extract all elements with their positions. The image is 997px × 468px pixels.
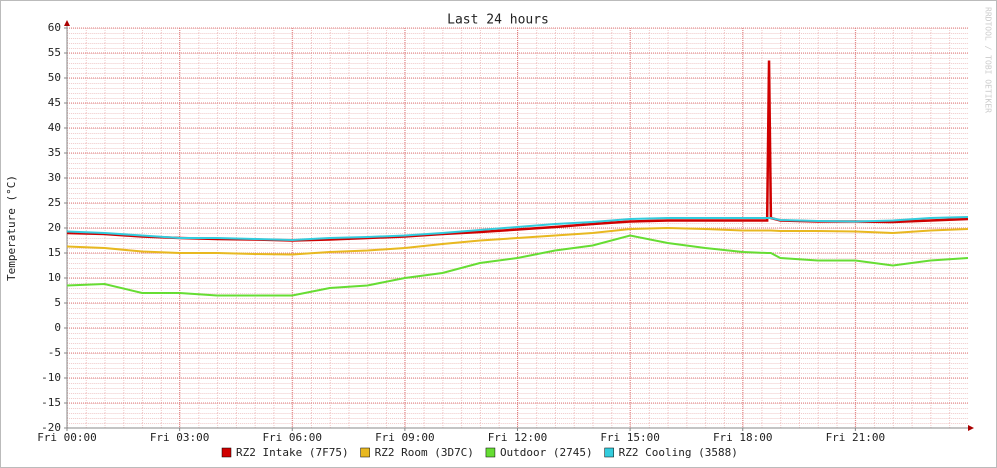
x-tick-label: Fri 09:00 — [375, 431, 435, 444]
y-tick-label: 25 — [48, 196, 61, 209]
x-tick-label: Fri 21:00 — [826, 431, 886, 444]
x-tick-label: Fri 03:00 — [150, 431, 210, 444]
legend-label: Outdoor (2745) — [500, 446, 593, 459]
legend-swatch — [604, 447, 614, 458]
legend-label: RZ2 Room (3D7C) — [375, 446, 474, 459]
y-tick-label: 5 — [54, 296, 61, 309]
y-axis-label: Temperature (°C) — [5, 175, 18, 281]
x-tick-label: Fri 18:00 — [713, 431, 773, 444]
y-tick-label: 55 — [48, 46, 61, 59]
y-tick-label: 45 — [48, 96, 61, 109]
y-tick-label: 0 — [54, 321, 61, 334]
legend-label: RZ2 Intake (7F75) — [236, 446, 349, 459]
x-tick-label: Fri 15:00 — [600, 431, 660, 444]
y-tick-label: -10 — [41, 371, 61, 384]
series-line — [66, 234, 969, 297]
y-tick-label: 30 — [48, 171, 61, 184]
y-tick-label: 60 — [48, 21, 61, 34]
legend-label: RZ2 Cooling (3588) — [619, 446, 738, 459]
y-tick-label: -5 — [48, 346, 61, 359]
legend-swatch — [485, 447, 496, 458]
axis-arrow — [968, 425, 974, 431]
axis-arrow — [64, 20, 70, 26]
y-tick-label: 50 — [48, 71, 61, 84]
legend-swatch — [221, 447, 232, 458]
legend-swatch — [360, 447, 370, 458]
series-line — [66, 216, 969, 242]
y-tick-label: -20 — [41, 421, 61, 434]
watermark: RRDTOOL / TOBI OETIKER — [984, 7, 993, 113]
y-tick-label: 35 — [48, 146, 61, 159]
series-line — [66, 226, 969, 256]
y-tick-label: -15 — [41, 396, 61, 409]
chart-title: Last 24 hours — [447, 13, 549, 28]
y-tick-label: 10 — [48, 271, 61, 284]
x-tick-label: Fri 12:00 — [488, 431, 548, 444]
x-tick-label: Fri 06:00 — [262, 431, 322, 444]
y-tick-label: 15 — [48, 246, 61, 259]
y-tick-label: 20 — [48, 221, 61, 234]
x-tick-label: Fri 00:00 — [37, 431, 97, 444]
y-tick-label: 40 — [48, 121, 61, 134]
